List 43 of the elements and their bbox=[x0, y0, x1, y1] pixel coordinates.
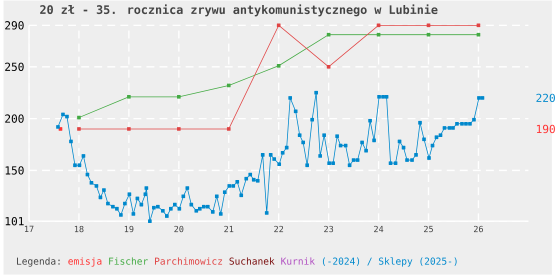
y-tick-label: 200 bbox=[5, 114, 24, 123]
x-tick-label: 25 bbox=[424, 226, 433, 232]
legend-label: Kurnik bbox=[281, 258, 315, 265]
x-tick-label: 17 bbox=[24, 226, 34, 232]
text: emisja bbox=[68, 258, 102, 267]
x-tick-label: 18 bbox=[74, 226, 84, 232]
x-tick-label: 20 bbox=[174, 226, 184, 232]
x-tick-label: 23 bbox=[324, 226, 334, 232]
text: (-2024) / Sklepy (2025-) bbox=[322, 257, 457, 267]
point bbox=[226, 127, 231, 131]
x-tick-label: 26 bbox=[474, 226, 483, 232]
x-tick-label: 24 bbox=[374, 226, 384, 232]
point bbox=[176, 127, 181, 131]
text: 220 bbox=[536, 94, 555, 102]
point bbox=[476, 24, 480, 28]
text: Parchimowicz bbox=[155, 258, 222, 265]
point bbox=[476, 32, 480, 37]
x-tick-label: 19 bbox=[124, 226, 134, 232]
y-tick-label: 101 bbox=[6, 217, 24, 226]
point bbox=[77, 116, 81, 120]
y-tick-label: 250 bbox=[5, 62, 24, 72]
x-tick-label: 22 bbox=[274, 226, 284, 232]
text: Fischer bbox=[109, 258, 148, 265]
chart-title: 20 zł - 35. rocznica zrywu antykomunistycznego w Lubinie bbox=[40, 4, 438, 16]
point bbox=[77, 127, 81, 131]
point bbox=[176, 95, 181, 99]
point bbox=[276, 64, 281, 68]
x-tick-label: 21 bbox=[224, 226, 234, 232]
point bbox=[326, 32, 330, 37]
point bbox=[226, 84, 231, 88]
point bbox=[376, 32, 380, 37]
legend-label: Suchanek bbox=[230, 258, 275, 265]
legend-title: Legenda: bbox=[17, 258, 60, 267]
point bbox=[376, 24, 380, 28]
point bbox=[276, 24, 281, 28]
point bbox=[426, 32, 430, 37]
text: 190 bbox=[536, 124, 555, 134]
point bbox=[426, 24, 430, 28]
point bbox=[127, 95, 131, 99]
y-tick-label: 150 bbox=[6, 166, 24, 175]
point bbox=[326, 65, 330, 69]
y-tick-label: 290 bbox=[5, 21, 24, 30]
point bbox=[127, 127, 131, 131]
